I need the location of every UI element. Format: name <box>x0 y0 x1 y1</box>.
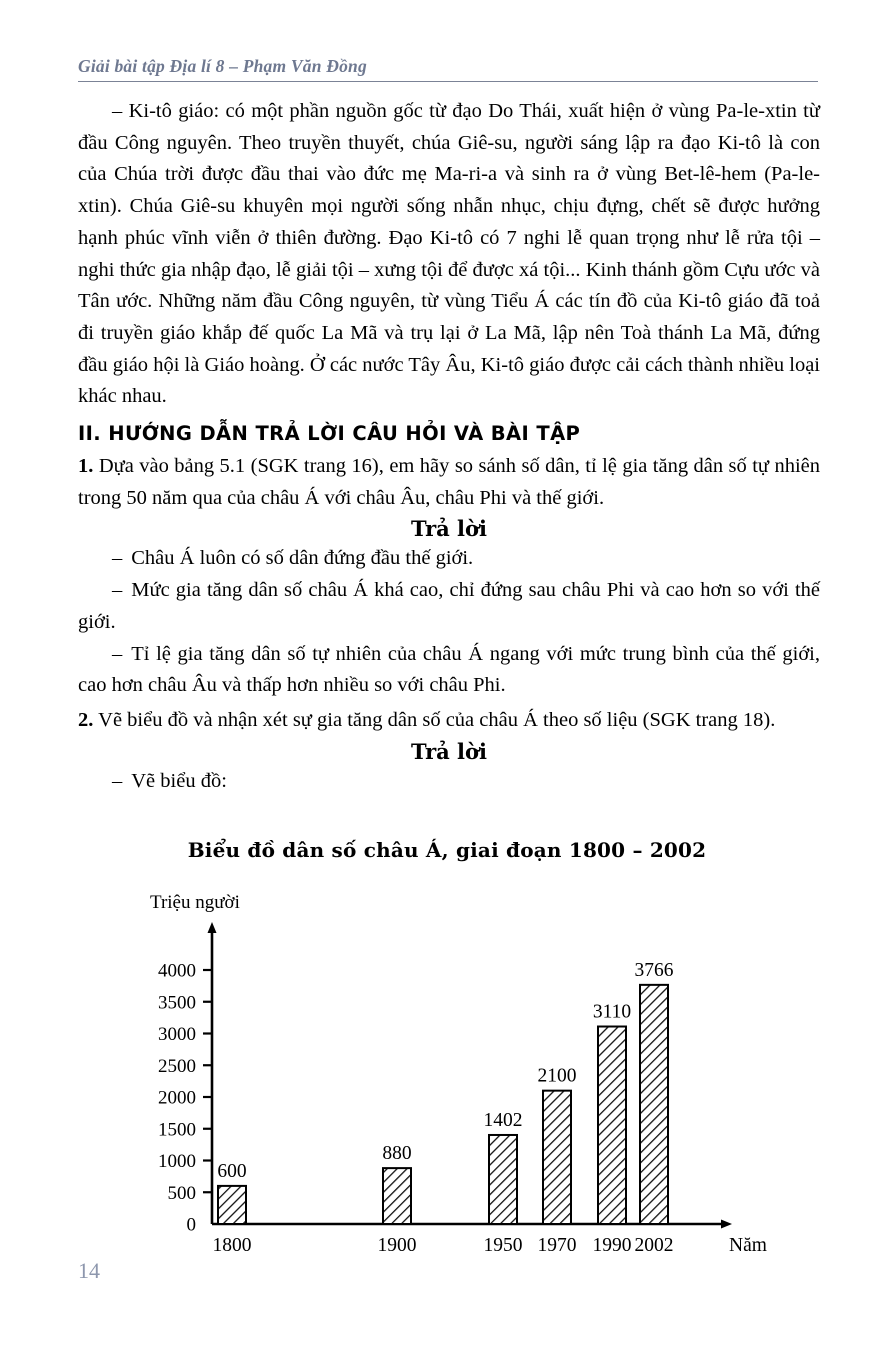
y-axis-tick-label: 3000 <box>158 1024 196 1045</box>
y-axis-tick-label: 3500 <box>158 992 196 1013</box>
page-content: – Ki-tô giáo: có một phần nguồn gốc từ đ… <box>78 96 820 797</box>
answer-label-2: Trả lời <box>410 738 488 764</box>
chart-canvas: Triệu người 0 500 1000 1500 2000 2500 3000 3500 4… <box>0 862 894 1262</box>
answer-1-bullet-1: – Châu Á luôn có số dân đứng đầu thế giới… <box>78 543 820 575</box>
x-axis-tick-label: 1900 <box>378 1235 417 1256</box>
answer-label-1: Trả lời <box>410 516 488 542</box>
y-axis-tick-label: 0 <box>187 1215 197 1236</box>
header-title: Giải bài tập Địa lí 8 – Phạm Văn Đồng <box>78 56 367 76</box>
chart-bar <box>639 983 669 1226</box>
chart-bar <box>382 1167 412 1225</box>
chart-bar <box>217 1184 247 1225</box>
chart-bar <box>542 1089 572 1225</box>
y-axis-tick-label: 1500 <box>158 1119 196 1140</box>
answer-1-bullet-1-text: Châu Á luôn có số dân đứng đầu thế giới. <box>131 547 474 570</box>
chart-bar <box>597 1025 627 1225</box>
question-2-number: 2. <box>78 708 94 731</box>
question-2: 2. Vẽ biểu đồ và nhận xét sự gia tăng dâ… <box>78 705 820 737</box>
bullet-dash-icon: – <box>112 769 123 792</box>
bar-value-label: 3110 <box>593 1002 631 1023</box>
bar-value-label: 3766 <box>635 960 674 981</box>
x-axis-tick-label: 1970 <box>538 1235 577 1256</box>
bar-value-label: 1402 <box>484 1110 523 1131</box>
chart-title: Biểu đồ dân số châu Á, giai đoạn 1800 – … <box>187 838 707 862</box>
question-1: 1. Dựa vào bảng 5.1 (SGK trang 16), em h… <box>78 451 820 514</box>
page-number: 14 <box>78 1258 100 1283</box>
bar-value-label: 2100 <box>538 1066 577 1087</box>
y-axis-tick-label: 2500 <box>158 1056 196 1077</box>
answer-1-bullet-3-text: Tỉ lệ gia tăng dân số tự nhiên của châu … <box>78 642 820 697</box>
bullet-dash-icon: – <box>112 579 123 602</box>
bar-value-label: 880 <box>382 1143 411 1164</box>
x-axis-label: Năm <box>729 1235 767 1256</box>
x-axis-tick-label: 2002 <box>635 1235 674 1256</box>
bar-value-label: 600 <box>217 1161 246 1182</box>
x-axis-tick-label: 1800 <box>213 1235 252 1256</box>
question-1-text: Dựa vào bảng 5.1 (SGK trang 16), em hãy … <box>78 455 820 509</box>
answer-1-bullet-2: – Mức gia tăng dân số châu Á khá cao, chỉ… <box>78 575 820 638</box>
answer-1-bullet-3: – Tỉ lệ gia tăng dân số tự nhiên của châu… <box>78 639 820 702</box>
answer-2-bullet-1: – Vẽ biểu đồ: <box>78 766 820 798</box>
chart-svg: Triệu người 0 500 1000 1500 2000 2500 3000 3500 4… <box>150 892 767 1256</box>
chart-bar <box>488 1133 518 1225</box>
question-2-text: Vẽ biểu đồ và nhận xét sự gia tăng dân s… <box>98 708 776 731</box>
question-1-number: 1. <box>78 455 94 478</box>
y-axis-tick-label: 500 <box>168 1183 197 1204</box>
population-chart: Biểu đồ dân số châu Á, giai đoạn 1800 – … <box>0 838 894 1262</box>
bullet-dash-icon: – <box>112 547 123 570</box>
y-axis-tick-label: 1000 <box>158 1151 196 1172</box>
x-axis-tick-label: 1950 <box>484 1235 523 1256</box>
paragraph-kito-giao: – Ki-tô giáo: có một phần nguồn gốc từ đ… <box>78 100 820 408</box>
y-axis-tick-label: 2000 <box>158 1088 196 1109</box>
answer-2-bullet-1-text: Vẽ biểu đồ: <box>131 769 227 792</box>
y-axis-label: Triệu người <box>150 892 240 913</box>
x-axis-tick-label: 1990 <box>593 1235 632 1256</box>
page-header: Giải bài tập Địa lí 8 – Phạm Văn Đồng <box>78 56 818 82</box>
answer-1-bullet-2-text: Mức gia tăng dân số châu Á khá cao, chỉ … <box>78 579 820 633</box>
y-axis-tick-label: 4000 <box>158 961 196 982</box>
section-heading: II. HƯỚNG DẪN TRẢ LỜI CÂU HỎI VÀ BÀI TẬP <box>78 422 581 446</box>
header-divider <box>78 81 818 82</box>
bullet-dash-icon: – <box>112 642 123 665</box>
